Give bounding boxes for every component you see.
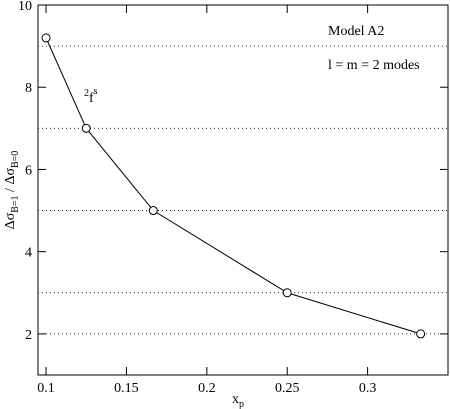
data-point xyxy=(282,288,292,298)
data-point xyxy=(81,123,91,133)
y-tick-label: 6 xyxy=(25,163,32,178)
plot-frame xyxy=(37,4,449,376)
x-tick-label: 0.2 xyxy=(198,381,216,396)
x-tick-label: 0.1 xyxy=(37,381,55,396)
y-label-sub: B=0 xyxy=(10,151,21,168)
sup-left: 2 xyxy=(84,88,89,99)
x-tick-label: 0.3 xyxy=(359,381,377,396)
annotation-f: 2fs xyxy=(84,86,98,106)
data-point xyxy=(148,206,158,216)
x-label-sub: p xyxy=(239,399,244,409)
y-tick-label: 2 xyxy=(25,328,32,343)
x-axis-label: xp xyxy=(232,392,244,409)
y-tick-label: 8 xyxy=(25,81,32,96)
y-label-sub: B=1 xyxy=(10,195,21,212)
x-tick-label: 0.15 xyxy=(114,381,139,396)
x-tick-label: 0.25 xyxy=(275,381,300,396)
y-tick-label: 4 xyxy=(25,246,32,261)
y-axis-label: ΔσB=1 / ΔσB=0 xyxy=(3,151,21,230)
sup-right: s xyxy=(94,86,98,97)
annotation-model: Model A2 xyxy=(328,24,384,39)
base: f xyxy=(89,91,94,106)
x-label-main: x xyxy=(232,392,239,407)
y-label-part: / Δσ xyxy=(3,168,18,196)
data-point xyxy=(416,329,426,339)
y-tick-label: 10 xyxy=(18,0,32,14)
y-label-part: Δσ xyxy=(3,212,18,229)
data-point xyxy=(41,33,51,43)
annotation-modes: l = m = 2 modes xyxy=(328,58,420,73)
data-line xyxy=(45,37,421,335)
